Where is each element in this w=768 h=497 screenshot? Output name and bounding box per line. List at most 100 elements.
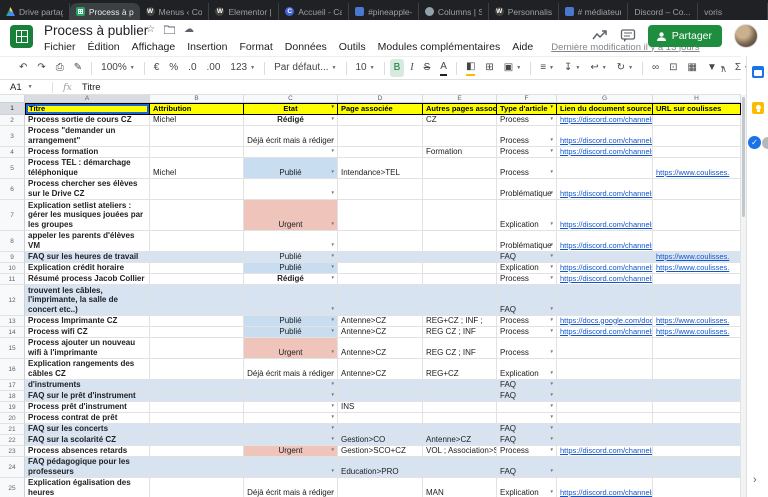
row-number-15[interactable]: 15 <box>0 338 25 359</box>
cell-F17[interactable]: FAQ▼ <box>497 380 557 391</box>
calendar-icon[interactable] <box>752 66 764 78</box>
cell-A3[interactable]: Process "demander un arrangement" <box>25 126 150 147</box>
cell-G12[interactable] <box>557 285 653 316</box>
cell-F20[interactable]: ▼ <box>497 413 557 424</box>
cell-E13[interactable]: REG+CZ ; INF ; <box>423 316 497 327</box>
cell-F1[interactable]: Type d'article▼ <box>497 103 557 115</box>
cell-F16[interactable]: Explication▼ <box>497 359 557 380</box>
cell-G5[interactable] <box>557 158 653 179</box>
row-number-6[interactable]: 6 <box>0 179 25 200</box>
row-number-24[interactable]: 24 <box>0 457 25 478</box>
cloud-status-icon[interactable]: ☁ <box>184 24 194 35</box>
menu-outils[interactable]: Outils <box>339 41 366 53</box>
print-button[interactable]: ⎙ <box>52 59 68 77</box>
cell-H3[interactable] <box>653 126 741 147</box>
browser-tab-10[interactable]: Discord – Co... <box>628 3 698 20</box>
cell-H15[interactable] <box>653 338 741 359</box>
cell-E17[interactable] <box>423 380 497 391</box>
cell-C14[interactable]: Publié▼ <box>244 327 338 338</box>
cell-F22[interactable]: FAQ▼ <box>497 435 557 446</box>
browser-tab-11[interactable]: voris <box>698 3 768 20</box>
comment-history-icon[interactable] <box>620 28 636 44</box>
cell-F18[interactable]: FAQ▼ <box>497 391 557 402</box>
cell-A10[interactable]: Explication crédit horaire <box>25 263 150 274</box>
insert-link-button[interactable]: ∞ <box>648 59 663 77</box>
cell-A11[interactable]: Résumé process Jacob Collier <box>25 274 150 285</box>
cell-F14[interactable]: Process▼ <box>497 327 557 338</box>
cell-H6[interactable] <box>653 179 741 200</box>
cell-E24[interactable] <box>423 457 497 478</box>
cell-H18[interactable] <box>653 391 741 402</box>
cell-C18[interactable]: ▼ <box>244 391 338 402</box>
cell-G17[interactable] <box>557 380 653 391</box>
cell-E9[interactable] <box>423 252 497 263</box>
borders-button[interactable]: ⊞ <box>481 59 497 77</box>
document-link[interactable]: https://discord.com/channels/ <box>560 189 653 199</box>
star-icon[interactable]: ☆ <box>146 24 155 35</box>
cell-A9[interactable]: FAQ sur les heures de travail <box>25 252 150 263</box>
row-number-9[interactable]: 9 <box>0 252 25 263</box>
document-link[interactable]: https://discord.com/channels/ <box>560 241 653 251</box>
cell-A23[interactable]: Process absences retards <box>25 446 150 457</box>
document-link[interactable]: https://discord.com/channels/ <box>560 136 653 146</box>
cell-A22[interactable]: FAQ sur la scolarité CZ <box>25 435 150 446</box>
row-number-5[interactable]: 5 <box>0 158 25 179</box>
document-link[interactable]: https://www.coulisses. <box>656 168 729 178</box>
cell-B8[interactable] <box>150 231 244 252</box>
document-link[interactable]: https://discord.com/channels/ <box>560 446 653 455</box>
cell-C4[interactable]: ▼ <box>244 147 338 158</box>
panel-expand-chevron-icon[interactable]: › <box>753 474 757 486</box>
cell-B3[interactable] <box>150 126 244 147</box>
cell-B1[interactable]: Attribution <box>150 103 244 115</box>
cell-G7[interactable]: https://discord.com/channels/ <box>557 200 653 231</box>
cell-E11[interactable] <box>423 274 497 285</box>
cell-A15[interactable]: Process ajouter un nouveau wifi à l'impr… <box>25 338 150 359</box>
row-number-19[interactable]: 19 <box>0 402 25 413</box>
cell-B9[interactable] <box>150 252 244 263</box>
menu-format[interactable]: Format <box>240 41 273 53</box>
cell-F7[interactable]: Explication▼ <box>497 200 557 231</box>
cell-F3[interactable]: Process▼ <box>497 126 557 147</box>
horizontal-align-button[interactable]: ≡▼ <box>536 59 558 77</box>
cell-E1[interactable]: Autres pages associées <box>423 103 497 115</box>
document-link[interactable]: https://docs.google.com/docu <box>560 316 653 325</box>
cell-D21[interactable] <box>338 424 423 435</box>
currency-format-button[interactable]: € <box>150 59 164 77</box>
text-wrap-button[interactable]: ↩▼ <box>586 59 610 77</box>
cell-D25[interactable] <box>338 478 423 497</box>
row-number-22[interactable]: 22 <box>0 435 25 446</box>
cell-E20[interactable] <box>423 413 497 424</box>
cell-B17[interactable] <box>150 380 244 391</box>
cell-G3[interactable]: https://discord.com/channels/ <box>557 126 653 147</box>
cell-C6[interactable]: ▼ <box>244 179 338 200</box>
cell-C7[interactable]: Urgent▼ <box>244 200 338 231</box>
cell-F2[interactable]: Process▼ <box>497 115 557 126</box>
tasks-icon[interactable]: ✓ <box>748 136 761 149</box>
menu-fichier[interactable]: Fichier <box>44 41 76 53</box>
cell-F8[interactable]: Problématique▼ <box>497 231 557 252</box>
fill-color-button[interactable]: ◧ <box>462 59 479 77</box>
cell-F21[interactable]: FAQ▼ <box>497 424 557 435</box>
cell-A2[interactable]: Process sortie de cours CZ <box>25 115 150 126</box>
cell-H8[interactable] <box>653 231 741 252</box>
cell-H14[interactable]: https://www.coulisses. <box>653 327 741 338</box>
cell-G23[interactable]: https://discord.com/channels/ <box>557 446 653 457</box>
row-number-17[interactable]: 17 <box>0 380 25 391</box>
row-number-7[interactable]: 7 <box>0 200 25 231</box>
merge-cells-button[interactable]: ▣▼ <box>500 59 525 77</box>
cell-G4[interactable]: https://discord.com/channels/ <box>557 147 653 158</box>
font-select[interactable]: Par défaut...▼ <box>270 59 340 77</box>
cell-B5[interactable]: Michel <box>150 158 244 179</box>
column-header-C[interactable]: C <box>244 95 338 103</box>
cell-D15[interactable]: Antenne>CZ <box>338 338 423 359</box>
decrease-decimals-button[interactable]: .0 <box>184 59 200 77</box>
cell-D1[interactable]: Page associée <box>338 103 423 115</box>
cell-A20[interactable]: Process contrat de prêt <box>25 413 150 424</box>
document-link[interactable]: https://www.coulisses. <box>656 263 729 272</box>
browser-tab-5[interactable]: CAccueil - Ca... <box>279 3 349 20</box>
cell-E16[interactable]: REG+CZ <box>423 359 497 380</box>
cell-F11[interactable]: Process▼ <box>497 274 557 285</box>
strikethrough-button[interactable]: S <box>420 59 435 77</box>
column-header-G[interactable]: G <box>557 95 653 103</box>
cell-E25[interactable]: MAN <box>423 478 497 497</box>
